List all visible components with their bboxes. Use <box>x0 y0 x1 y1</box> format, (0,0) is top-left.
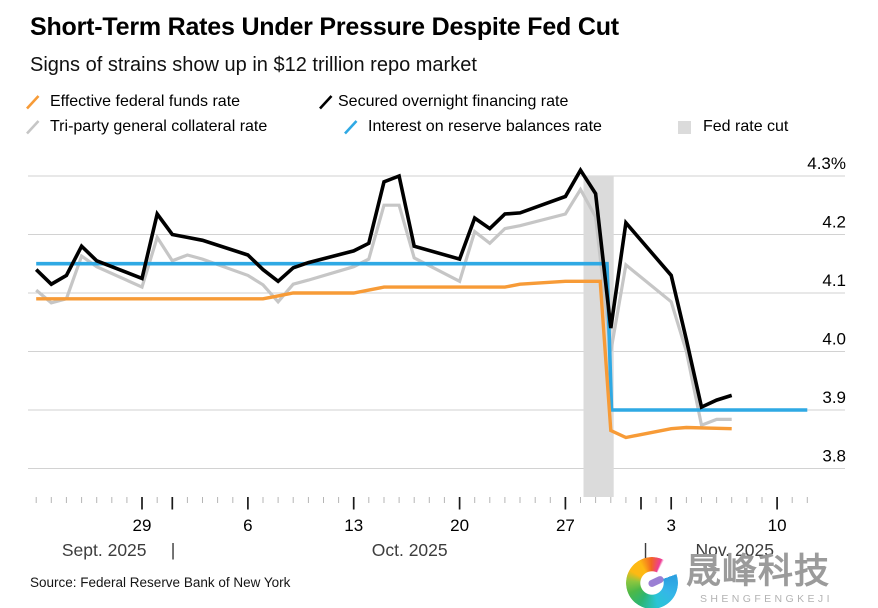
y-axis-label: 4.0 <box>822 330 846 349</box>
legend-label-fedcut: Fed rate cut <box>703 118 789 135</box>
iorb-legend-marker-icon <box>344 120 358 135</box>
iorb-line <box>36 261 808 412</box>
tgcr-line <box>35 186 732 428</box>
x-axis-day-label: 3 <box>666 516 675 535</box>
x-axis-month-label: Sept. 2025 <box>62 540 147 560</box>
legend-slash <box>26 120 40 135</box>
legend: Effective federal funds rate Secured over… <box>0 0 878 150</box>
x-axis-day-label: 13 <box>344 516 363 535</box>
y-axis-label: 4.1 <box>822 271 846 290</box>
legend-slash <box>26 95 40 110</box>
effr-legend-marker-icon <box>26 95 40 110</box>
x-axis-day-label: 27 <box>556 516 575 535</box>
sofr-line <box>34 166 733 410</box>
logo-chinese-text: 晟峰科技 <box>686 552 831 592</box>
x-axis-month-label: Oct. 2025 <box>372 540 448 560</box>
legend-slash <box>344 120 358 135</box>
x-axis-day-label: 29 <box>133 516 152 535</box>
x-axis-month-separator: | <box>171 540 176 560</box>
effr-line <box>36 279 732 440</box>
source-note: Source: Federal Reserve Bank of New York <box>30 575 291 590</box>
legend-label-sofr: Secured overnight financing rate <box>338 93 569 110</box>
x-axis-day-label: 6 <box>243 516 252 535</box>
y-axis-label: 3.9 <box>822 388 846 407</box>
x-axis-day-label: 10 <box>768 516 787 535</box>
legend-label-tgcr: Tri-party general collateral rate <box>50 118 268 135</box>
sofr-legend-marker-icon <box>319 95 333 110</box>
logo-latin-text: SHENGFENGKEJI <box>700 593 833 605</box>
page-title: Short-Term Rates Under Pressure Despite … <box>30 13 619 41</box>
legend-label-iorb: Interest on reserve balances rate <box>368 118 602 135</box>
y-axis-label: 4.2 <box>822 213 846 232</box>
fedcut-legend-marker-icon <box>678 121 691 134</box>
tgcr-legend-marker-icon <box>26 120 40 135</box>
y-axis-label: 4.3% <box>807 154 846 173</box>
x-axis-month-label: Nov. 2025 <box>695 540 773 560</box>
page-subtitle: Signs of strains show up in $12 trillion… <box>30 54 477 76</box>
x-axis-month-separator: | <box>643 540 648 560</box>
logo: 晟峰科技 SHENGFENGKEJI <box>622 552 878 608</box>
x-axis-day-label: 20 <box>450 516 469 535</box>
legend-slash <box>319 95 333 110</box>
y-axis-label: 3.8 <box>822 447 846 466</box>
legend-label-effr: Effective federal funds rate <box>50 93 241 110</box>
